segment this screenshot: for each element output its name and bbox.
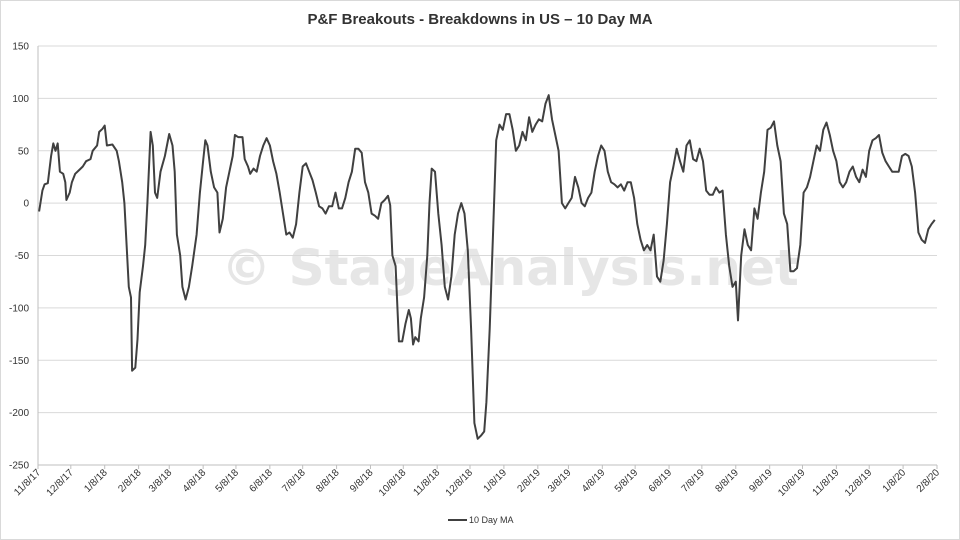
x-tick-label: 5/8/18 [214, 467, 242, 495]
legend-label: 10 Day MA [469, 515, 514, 525]
x-tick-label: 8/8/19 [713, 467, 741, 495]
y-tick-label: 100 [12, 94, 29, 105]
chart-title: P&F Breakouts - Breakdowns in US – 10 Da… [307, 11, 653, 28]
x-tick-label: 5/8/19 [613, 467, 641, 495]
watermark: © StageAnalysis.net [221, 239, 799, 297]
x-tick-label: 11/8/17 [12, 467, 43, 498]
x-tick-label: 2/8/20 [915, 467, 943, 495]
y-tick-label: 150 [12, 42, 29, 53]
y-tick-label: -200 [9, 408, 29, 419]
plot-area [38, 94, 936, 440]
x-tick-label: 7/8/19 [680, 467, 708, 495]
x-tick-label: 3/8/18 [147, 467, 175, 495]
x-tick-label: 2/8/18 [116, 467, 144, 495]
x-tick-label: 1/8/20 [881, 467, 909, 495]
x-tick-label: 10/8/19 [776, 467, 808, 499]
x-tick-label: 8/8/18 [314, 467, 342, 495]
x-tick-label: 6/8/19 [647, 467, 675, 495]
x-tick-label: 11/8/18 [411, 467, 442, 498]
y-axis: 150 100 50 0 -50 -100 -150 -200 -250 [9, 42, 39, 472]
x-tick-label: 11/8/19 [811, 467, 842, 498]
x-tick-label: 3/8/19 [546, 467, 574, 495]
series-line [38, 94, 936, 440]
legend: 10 Day MA [448, 515, 514, 525]
x-tick-label: 4/8/19 [580, 467, 608, 495]
y-tick-label: -250 [9, 461, 29, 472]
x-tick-label: 7/8/18 [280, 467, 308, 495]
y-tick-label: -50 [15, 251, 30, 262]
x-tick-label: 9/8/19 [747, 467, 775, 495]
x-tick-label: 1/8/18 [82, 467, 110, 495]
y-tick-label: -150 [9, 356, 29, 367]
x-tick-label: 6/8/18 [248, 467, 276, 495]
x-tick-label: 4/8/18 [181, 467, 209, 495]
y-tick-label: -100 [9, 303, 29, 314]
x-tick-label: 12/8/17 [45, 467, 77, 499]
x-axis: 11/8/17 12/8/17 1/8/18 2/8/18 3/8/18 4/8/18 5/… [12, 464, 943, 499]
y-tick-label: 50 [18, 146, 30, 157]
y-tick-label: 0 [23, 199, 29, 210]
x-tick-label: 9/8/18 [348, 467, 376, 495]
x-tick-label: 12/8/18 [444, 467, 476, 499]
x-tick-label: 2/8/19 [515, 467, 543, 495]
x-tick-label: 10/8/18 [377, 467, 409, 499]
x-tick-label: 1/8/19 [482, 467, 510, 495]
grid-lines [38, 45, 937, 466]
x-tick-label: 12/8/19 [843, 467, 875, 499]
